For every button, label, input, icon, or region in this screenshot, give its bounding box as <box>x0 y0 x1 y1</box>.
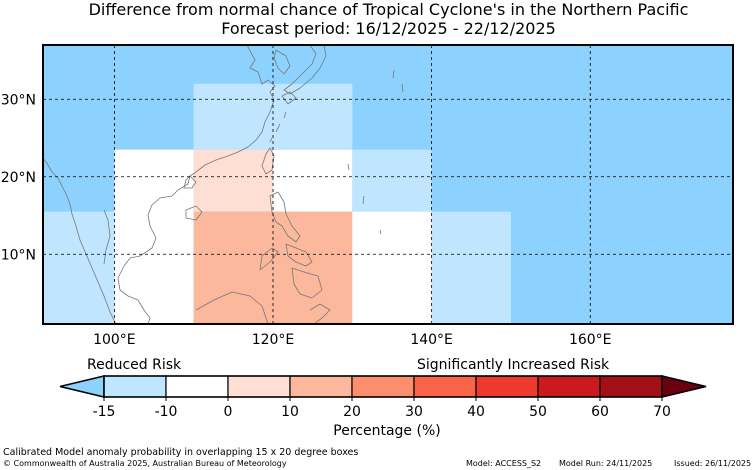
y-tick-label: 20°N <box>1 170 36 186</box>
colorbar-under-arrow <box>59 375 105 398</box>
y-tick-label: 30°N <box>1 92 36 108</box>
colorbar-bin <box>537 375 601 398</box>
x-tick-label: 120°E <box>252 332 295 348</box>
colorbar-tick-label: -10 <box>155 404 178 420</box>
footnote-issued: Issued: 26/11/2025 <box>674 459 752 468</box>
risk-cell-8 <box>352 211 432 324</box>
colorbar-tick-label: 40 <box>467 404 485 420</box>
colorbar-xlabel: Percentage (%) <box>333 423 440 439</box>
colorbar: -15 -10 0 10 20 30 40 50 60 70 Percentage (%) <box>59 375 707 439</box>
colorbar-bin <box>599 375 663 398</box>
colorbar-bin <box>413 375 477 398</box>
risk-cell-2 <box>114 149 194 324</box>
colorbar-bin <box>351 375 415 398</box>
colorbar-bin <box>289 375 353 398</box>
increased-risk-label: Significantly Increased Risk <box>417 357 610 373</box>
graticule <box>43 45 733 324</box>
colorbar-over-arrow <box>661 375 707 398</box>
colorbar-bin <box>103 375 167 398</box>
colorbar-frame <box>103 375 663 398</box>
colorbar-bin <box>227 375 291 398</box>
risk-cells <box>43 83 511 324</box>
colorbar-tick-label: 10 <box>281 404 299 420</box>
chart-title: Difference from normal chance of Tropica… <box>88 0 689 19</box>
colorbar-tick-label: 30 <box>405 404 423 420</box>
colorbar-tick-label: 0 <box>224 404 233 420</box>
risk-cell-9 <box>431 211 511 324</box>
colorbar-tick-label: 50 <box>529 404 547 420</box>
colorbar-bin <box>475 375 539 398</box>
colorbar-tick-label: 70 <box>653 404 671 420</box>
footnote-model: Model: ACCESS_S2 <box>466 459 542 468</box>
x-tick-label: 100°E <box>93 332 136 348</box>
footnote-model-run: Model Run: 24/11/2025 <box>559 459 653 468</box>
footnote-copyright: © Commonwealth of Australia 2025, Austra… <box>3 459 287 468</box>
colorbar-tick-label: 60 <box>591 404 609 420</box>
colorbar-tick-label: 20 <box>343 404 361 420</box>
x-tick-label: 160°E <box>569 332 612 348</box>
risk-cell-7 <box>352 149 432 212</box>
forecast-period: Forecast period: 16/12/2025 - 22/12/2025 <box>221 19 556 38</box>
risk-cell-1 <box>43 211 115 324</box>
y-tick-label: 10°N <box>1 247 36 263</box>
axis-labels: 100°E 120°E 140°E 160°E 10°N 20°N 30°N <box>1 92 612 348</box>
risk-cell-3 <box>193 149 273 212</box>
risk-cell-4 <box>273 149 353 212</box>
footnote-method: Calibrated Model anomaly probability in … <box>3 447 359 458</box>
reduced-risk-label: Reduced Risk <box>87 357 182 373</box>
map-frame <box>42 44 734 325</box>
x-tick-label: 140°E <box>410 332 453 348</box>
colorbar-bin <box>165 375 229 398</box>
colorbar-tick-label: -15 <box>93 404 116 420</box>
